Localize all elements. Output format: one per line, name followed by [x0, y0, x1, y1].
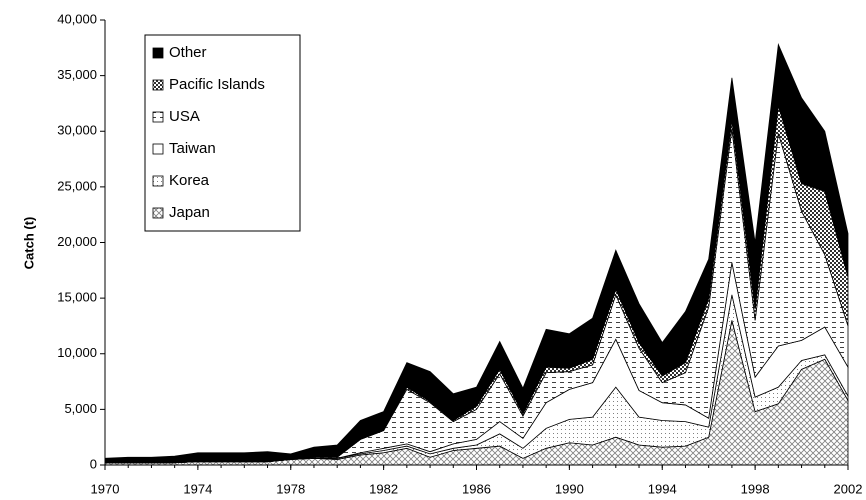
legend-label: Japan: [169, 204, 210, 221]
y-tick-label: 40,000: [57, 11, 97, 26]
legend-swatch: [152, 111, 164, 123]
legend-label: Korea: [169, 172, 210, 189]
y-tick-label: 25,000: [57, 178, 97, 193]
legend-swatch: [152, 47, 164, 59]
x-tick-label: 1970: [91, 481, 120, 496]
y-axis-title: Catch (t): [21, 217, 36, 270]
y-tick-label: 10,000: [57, 345, 97, 360]
legend-label: Pacific Islands: [169, 76, 265, 93]
y-tick-label: 35,000: [57, 67, 97, 82]
legend-label: Other: [169, 44, 207, 61]
x-tick-label: 1994: [648, 481, 677, 496]
y-tick-label: 0: [90, 456, 97, 471]
y-tick-label: 5,000: [64, 401, 97, 416]
y-tick-label: 15,000: [57, 290, 97, 305]
legend-swatch: [152, 143, 164, 155]
y-tick-label: 30,000: [57, 123, 97, 138]
legend-box: [144, 34, 301, 232]
x-tick-label: 2002: [834, 481, 863, 496]
x-tick-label: 1978: [276, 481, 305, 496]
legend-swatch: [152, 175, 164, 187]
y-tick-label: 20,000: [57, 234, 97, 249]
x-tick-label: 1974: [183, 481, 212, 496]
legend-label: USA: [169, 108, 200, 125]
legend-swatch: [152, 79, 164, 91]
x-tick-label: 1990: [555, 481, 584, 496]
x-tick-label: 1998: [741, 481, 770, 496]
legend-swatch: [152, 207, 164, 219]
x-tick-label: 1982: [369, 481, 398, 496]
area: [104, 42, 849, 464]
legend-label: Taiwan: [169, 140, 216, 157]
x-tick-label: 1986: [462, 481, 491, 496]
